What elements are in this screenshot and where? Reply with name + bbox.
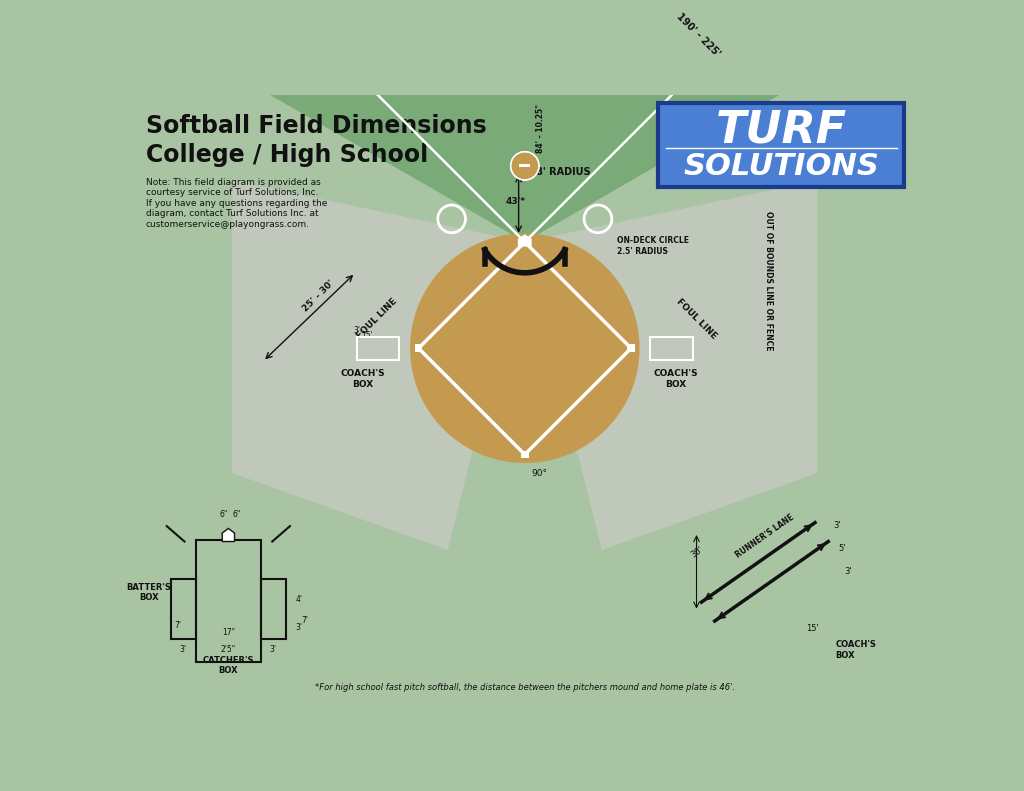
- Text: 17": 17": [222, 628, 234, 637]
- Polygon shape: [218, 0, 831, 74]
- Text: 3': 3': [295, 623, 302, 632]
- Text: CATCHER'S
BOX: CATCHER'S BOX: [203, 656, 254, 676]
- Text: RUNNER'S LANE: RUNNER'S LANE: [734, 513, 796, 560]
- Text: Softball Field Dimensions: Softball Field Dimensions: [146, 114, 486, 138]
- Polygon shape: [232, 180, 524, 550]
- Text: BATTER'S
BOX: BATTER'S BOX: [127, 583, 171, 602]
- Text: 25' Minimum
30' Maximum: 25' Minimum 30' Maximum: [497, 262, 553, 281]
- Text: 3': 3': [270, 645, 276, 654]
- Text: 30': 30': [689, 545, 705, 560]
- FancyBboxPatch shape: [658, 103, 904, 187]
- Bar: [650, 337, 692, 360]
- Text: 7': 7': [301, 616, 308, 625]
- Text: 4': 4': [295, 595, 302, 604]
- Bar: [171, 579, 196, 638]
- Text: 8' RADIUS: 8' RADIUS: [537, 167, 591, 177]
- Bar: [519, 165, 530, 168]
- Text: *For high school fast pitch softball, the distance between the pitchers mound an: *For high school fast pitch softball, th…: [314, 683, 735, 692]
- Bar: [415, 344, 422, 352]
- Text: FOUL LINE: FOUL LINE: [355, 297, 399, 341]
- Polygon shape: [222, 528, 234, 542]
- Text: 43'*: 43'*: [506, 197, 525, 206]
- Polygon shape: [218, 0, 831, 242]
- Polygon shape: [524, 180, 817, 550]
- Text: 6": 6": [232, 510, 241, 519]
- Text: 3': 3': [834, 521, 841, 530]
- Text: 190' - 225': 190' - 225': [675, 12, 722, 59]
- Text: 7': 7': [174, 621, 181, 630]
- Bar: [261, 579, 286, 638]
- Text: SOLUTIONS: SOLUTIONS: [683, 152, 880, 180]
- Bar: [628, 344, 635, 352]
- Text: 6": 6": [220, 510, 228, 519]
- Bar: [521, 451, 528, 458]
- Text: OUT OF BOUNDS LINE OR FENCE: OUT OF BOUNDS LINE OR FENCE: [764, 210, 772, 350]
- Polygon shape: [410, 233, 640, 463]
- Text: COACH'S
BOX: COACH'S BOX: [836, 641, 877, 660]
- Text: TURF: TURF: [716, 108, 847, 151]
- Text: 15': 15': [360, 331, 373, 340]
- Bar: [357, 337, 399, 360]
- Text: 60': 60': [565, 323, 586, 343]
- Bar: [196, 540, 261, 661]
- Text: Note: This field diagram is provided as
courtesy service of Turf Solutions, Inc.: Note: This field diagram is provided as …: [146, 178, 328, 229]
- Text: 15': 15': [806, 624, 819, 633]
- Text: 90°: 90°: [531, 469, 547, 478]
- Text: 25' - 30': 25' - 30': [301, 278, 337, 313]
- Text: 84' - 10.25": 84' - 10.25": [536, 104, 545, 153]
- Text: between all bases: between all bases: [475, 301, 530, 356]
- Text: 2'5": 2'5": [221, 645, 236, 654]
- Text: COACH'S
BOX: COACH'S BOX: [340, 369, 385, 388]
- Text: FOUL LINE: FOUL LINE: [675, 297, 719, 341]
- Text: 60': 60': [482, 319, 502, 339]
- Text: 3': 3': [845, 567, 852, 577]
- Circle shape: [511, 152, 539, 180]
- Text: BACKSTOP: BACKSTOP: [496, 288, 554, 298]
- Text: COACH'S
BOX: COACH'S BOX: [653, 369, 697, 388]
- Text: College / High School: College / High School: [146, 143, 428, 168]
- Text: 3': 3': [180, 645, 186, 654]
- Text: 3': 3': [353, 326, 360, 335]
- Text: ON-DECK CIRCLE
2.5' RADIUS: ON-DECK CIRCLE 2.5' RADIUS: [617, 237, 689, 255]
- Polygon shape: [518, 234, 531, 247]
- Text: 5': 5': [839, 544, 846, 554]
